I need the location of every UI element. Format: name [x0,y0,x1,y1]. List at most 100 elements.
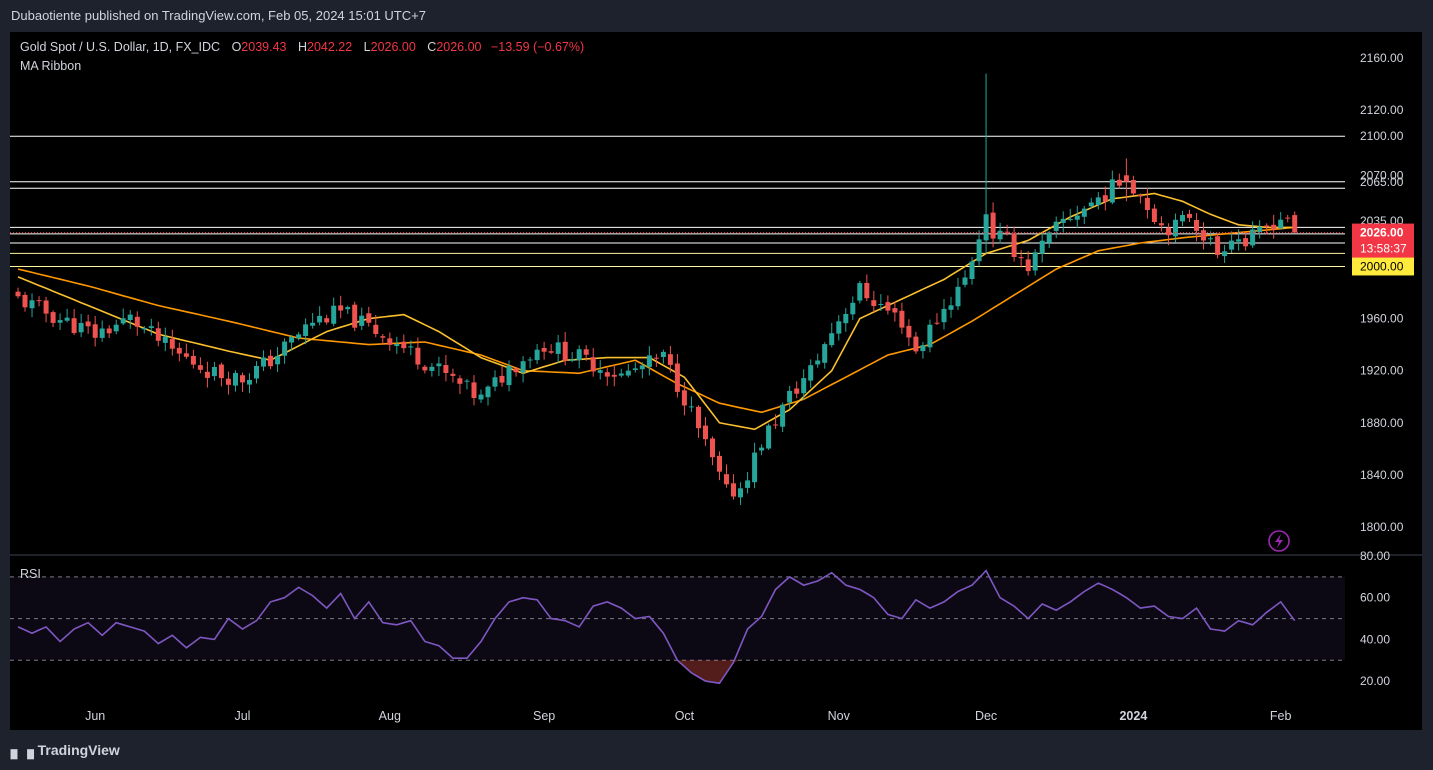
level-label: 2000.00 [1360,259,1404,273]
candle-body [885,302,891,311]
time-tick-label: Dec [975,709,997,723]
candle-body [660,351,666,357]
candle-body [1067,219,1073,221]
candle-body [380,336,386,338]
lightning-icon[interactable] [1268,530,1290,552]
price-tick-label: 2160.00 [1360,51,1404,65]
high-label: H [298,40,307,54]
last-price-label: 2026.00 [1360,226,1404,240]
candle-body [233,373,238,386]
candle-body [296,334,302,339]
candle-body [969,261,975,279]
indicator-label: MA Ribbon [20,59,81,73]
candle-body [106,328,112,334]
candle-body [282,341,288,356]
candle-body [387,338,393,345]
candle-body [345,307,351,310]
candle-body [303,324,309,336]
candle-body [492,377,498,387]
candle-body [899,310,905,328]
level-label: 2065.00 [1360,175,1404,189]
candle-body [1264,225,1270,227]
candle-body [688,406,694,408]
candle-body [1025,259,1031,272]
price-tick-label: 1840.00 [1360,468,1404,482]
candle-body [50,312,56,323]
candle-body [583,349,589,355]
candle-body [962,277,968,285]
candle-body [836,321,842,334]
candle-body [162,336,168,343]
candle-body [1187,213,1192,218]
ma-ribbon [17,192,1295,431]
candle-body [1222,251,1228,257]
candle-body [850,302,856,315]
chart-frame[interactable]: 2160.00 2120.00 1960.00 1920.00 1880.00 1840.… [10,32,1422,730]
candle-body [752,452,758,483]
candle-body [864,283,870,299]
candle-body [1053,221,1059,231]
candle-body [1158,223,1164,226]
candle-body [590,357,596,372]
candle-body [738,488,743,498]
candle-body [1088,202,1094,207]
candle-body [717,455,722,472]
candle-body [92,324,98,338]
candle-body [1102,195,1108,202]
candle-body [211,367,217,377]
candle-body [780,404,786,427]
time-tick-label: Feb [1270,709,1292,723]
candle-body [674,363,680,392]
legend: Gold Spot / U.S. Dollar, 1D, FX_IDC O203… [20,40,584,581]
candle-body [120,318,126,324]
candle-body [1243,238,1249,247]
candle-body [1032,252,1038,271]
candle-body [1018,257,1024,259]
candle-body [1278,219,1284,229]
tradingview-logo-icon: ▖▗ [11,742,34,759]
candle-body [857,283,863,301]
time-tick-label: Sep [533,709,555,723]
publish-line: Dubaotiente published on TradingView.com… [11,8,426,23]
candle-body [604,372,610,377]
candles [15,73,1298,506]
candle-body [1046,232,1052,243]
candle-body [1215,236,1221,255]
candle-body [22,294,28,308]
candle-body [478,394,484,400]
price-axis[interactable]: 2160.00 2120.00 1960.00 1920.00 1880.00 1840.… [10,51,1414,688]
candle-body [520,361,526,373]
candle-body [639,365,645,370]
candle-body [457,378,463,384]
candle-body [366,313,372,323]
candle-body [667,354,673,365]
symbol-title: Gold Spot / U.S. Dollar, 1D, FX_IDC [20,40,220,54]
candle-body [534,349,540,361]
candle-body [513,368,519,373]
level-label-bg [1352,257,1414,276]
candle-body [254,366,259,379]
candle-body [43,300,49,314]
candle-body [576,349,582,361]
candle-body [450,373,456,376]
candle-body [401,341,407,349]
candle-body [218,364,224,379]
price-tick-label: 1800.00 [1360,520,1404,534]
candle-body [920,345,926,352]
candle-body [57,320,63,323]
candle-body [766,425,772,449]
candle-body [892,308,898,313]
candle-body [359,315,365,326]
rsi-line [17,569,1296,685]
rsi-pane[interactable] [10,569,1345,685]
candle-body [289,337,295,343]
rsi-tick-label: 80.00 [1360,549,1390,563]
candle-body [176,347,182,354]
level-label: 2070.00 [1360,168,1404,182]
last-price-tag [1352,223,1414,258]
time-axis[interactable]: Jun Jul Aug Sep Oct Nov Dec 2024 Feb [85,709,1291,723]
candle-body [878,304,884,305]
chart-svg[interactable]: 2160.00 2120.00 1960.00 1920.00 1880.00 1840.… [10,32,1422,730]
candle-body [1201,230,1206,241]
candle-body [169,338,175,349]
